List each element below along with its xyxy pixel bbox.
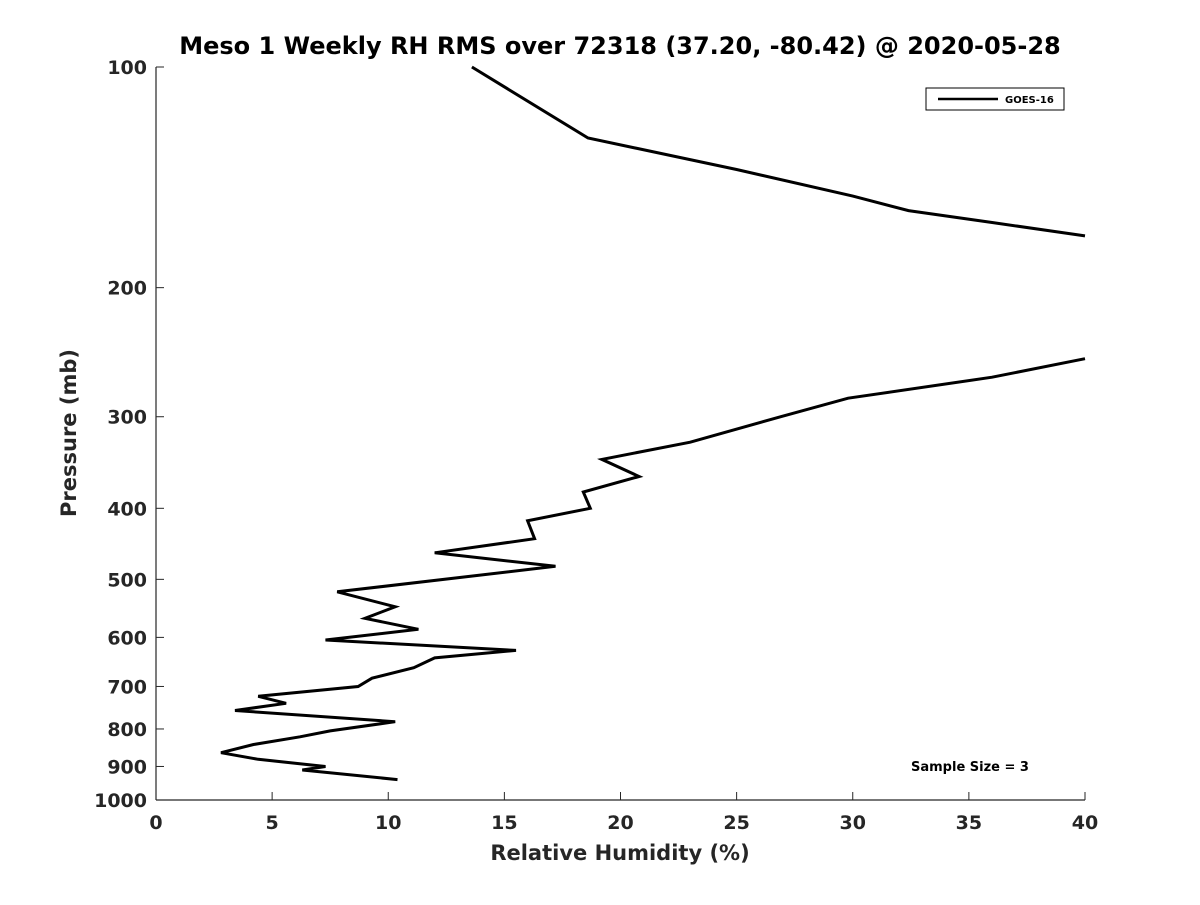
y-axis-label: Pressure (mb) <box>57 349 81 517</box>
sample-size-annotation: Sample Size = 3 <box>911 760 1029 775</box>
x-tick-label: 15 <box>491 812 517 834</box>
series-line-goes-16 <box>220 357 1086 782</box>
chart-title: Meso 1 Weekly RH RMS over 72318 (37.20, … <box>179 32 1061 60</box>
x-tick-label: 0 <box>149 812 162 834</box>
y-tick-label: 100 <box>107 57 147 79</box>
series-line-goes-16 <box>471 65 1086 238</box>
x-tick-label: 40 <box>1072 812 1098 834</box>
x-tick-label: 30 <box>840 812 866 834</box>
x-tick-label: 5 <box>266 812 279 834</box>
legend: GOES-16 <box>925 87 1065 111</box>
x-tick-label: 35 <box>956 812 982 834</box>
y-tick-label: 900 <box>107 756 147 778</box>
y-tick-label: 1000 <box>94 790 147 812</box>
plot-background <box>156 67 1085 800</box>
x-axis-label: Relative Humidity (%) <box>490 841 749 865</box>
y-tick-label: 400 <box>107 498 147 520</box>
y-tick-label: 200 <box>107 278 147 300</box>
legend-label-goes-16: GOES-16 <box>1005 95 1054 106</box>
x-tick-label: 20 <box>607 812 633 834</box>
y-axis-ticks: 100 200 300 400 500 600 700 800 900 1000 <box>94 57 164 812</box>
x-axis-ticks: 0 5 10 15 20 25 30 35 40 <box>149 792 1098 834</box>
x-tick-label: 25 <box>723 812 749 834</box>
series-layer <box>220 65 1086 782</box>
y-tick-label: 600 <box>107 627 147 649</box>
y-tick-label: 700 <box>107 676 147 698</box>
y-tick-label: 800 <box>107 719 147 741</box>
y-tick-label: 500 <box>107 569 147 591</box>
y-tick-label: 300 <box>107 407 147 429</box>
x-tick-label: 10 <box>375 812 401 834</box>
